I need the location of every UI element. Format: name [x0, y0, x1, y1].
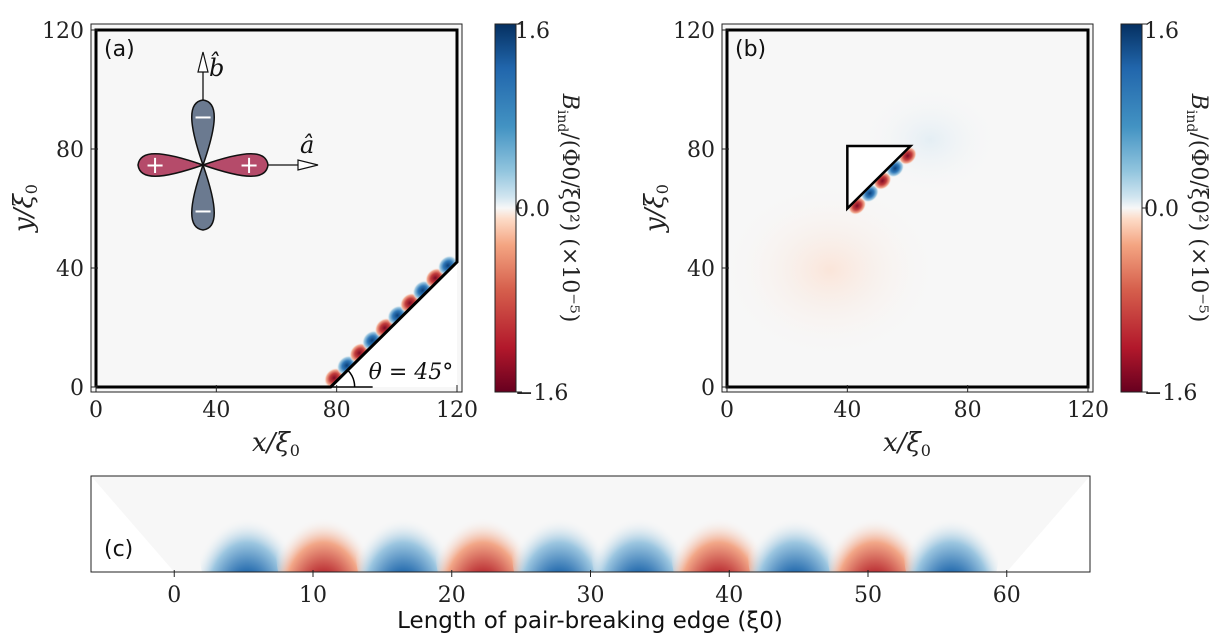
x-tick-label: 80: [323, 398, 351, 423]
panel-a: θ = 45° b̂ â + + − − (a) 0 40 80 120 0 40 80 12…: [9, 19, 478, 460]
colorbar-b-max: 1.6: [1144, 19, 1179, 44]
sign-right: +: [239, 151, 259, 179]
x-tick-label: 40: [833, 398, 861, 423]
x-tick-label: 0: [167, 583, 181, 608]
panel-a-ticks: 0 40 80 120 0 40 80 120: [42, 19, 478, 423]
sign-left: +: [145, 151, 165, 179]
edge-lobe-negative: [276, 484, 371, 572]
panel-a-wall: [94, 28, 459, 389]
colorbar-b-gradient: [1120, 23, 1143, 393]
panel-b-hole: [846, 144, 914, 212]
d-wave-inset: b̂ â + + − −: [137, 51, 319, 231]
edge-lobe-positive: [591, 484, 687, 572]
panel-b-ticks: 0 40 80 120 0 40 80 120: [673, 19, 1109, 423]
x-tick-label: 120: [436, 398, 478, 423]
panel-c-field: [91, 476, 1090, 572]
angle-label: θ = 45°: [369, 360, 454, 385]
colorbar-a: 1.6 0.0 −1.6 Bind/(Φ0/ξ0²) (×10⁻⁵): [494, 19, 582, 406]
lobe-bottom: [191, 162, 215, 231]
y-tick-label: 120: [673, 19, 715, 44]
colorbar-a-label: Bind/(Φ0/ξ0²) (×10⁻⁵): [554, 93, 582, 323]
colorbar-b: 1.6 0.0 −1.6 Bind/(Φ0/ξ0²) (×10⁻⁵): [1120, 19, 1211, 406]
panel-b-label: (b): [735, 37, 766, 62]
x-tick-label: 40: [715, 583, 743, 608]
sign-top: −: [193, 103, 213, 131]
y-tick-label: 120: [42, 19, 84, 44]
y-tick-label: 80: [687, 138, 715, 163]
panel-a-label: (a): [104, 37, 135, 62]
a-axis-arrow: [297, 159, 319, 171]
y-tick-label: 40: [56, 257, 84, 282]
x-tick-label: 20: [438, 583, 466, 608]
x-tick-label: 60: [993, 583, 1021, 608]
panel-b-field: [727, 85, 1000, 360]
edge-lobe-positive: [903, 484, 999, 572]
edge-lobe-positive: [511, 484, 607, 572]
y-tick-label: 0: [70, 376, 84, 401]
panel-a-xlabel: x/ξ0: [252, 428, 300, 460]
edge-lobe-positive: [747, 484, 843, 572]
x-tick-label: 120: [1067, 398, 1109, 423]
edge-lobe-negative: [671, 484, 767, 572]
colorbar-b-label: Bind/(Φ0/ξ0²) (×10⁻⁵): [1183, 93, 1211, 323]
b-axis-arrow: [197, 51, 209, 73]
panel-c: (c) 0 10 20 30 40 50 60 Length of pair-breakin…: [90, 475, 1091, 634]
angle-arc: [347, 369, 356, 388]
panel-c-right-wedge: [1006, 476, 1090, 572]
lobe-left: [137, 153, 206, 177]
edge-lobe-negative: [827, 484, 923, 572]
edge-lobe-negative: [435, 484, 531, 572]
colorbar-a-max: 1.6: [515, 19, 550, 44]
colorbar-a-min: −1.6: [515, 381, 568, 406]
y-tick-label: 0: [701, 376, 715, 401]
x-tick-label: 0: [89, 398, 103, 423]
a-axis-label: â: [300, 131, 314, 159]
edge-lobe-positive: [355, 484, 451, 572]
panel-c-xlabel: Length of pair-breaking edge (ξ0): [397, 608, 783, 634]
panel-b-ylabel: y/ξ0: [640, 184, 672, 233]
sign-bottom: −: [193, 197, 213, 225]
colorbar-a-gradient: [494, 23, 517, 393]
y-tick-label: 80: [56, 138, 84, 163]
x-tick-label: 80: [954, 398, 982, 423]
b-axis-label: b̂: [209, 51, 224, 82]
panel-b-xlabel: x/ξ0: [883, 428, 931, 460]
panel-a-ylabel: y/ξ0: [9, 184, 41, 233]
edge-lobe-positive: [199, 484, 295, 572]
y-tick-label: 40: [687, 257, 715, 282]
panel-c-ticks: 0 10 20 30 40 50 60: [167, 570, 1021, 608]
x-tick-label: 50: [854, 583, 882, 608]
panel-c-label: (c): [104, 537, 133, 562]
x-tick-label: 0: [720, 398, 734, 423]
x-tick-label: 30: [577, 583, 605, 608]
x-tick-label: 10: [299, 583, 327, 608]
panel-b-wall: [725, 28, 1090, 389]
panel-b: (b) 0 40 80 120 0 40 80 120 x/ξ0 y/ξ0: [640, 19, 1109, 460]
x-tick-label: 40: [202, 398, 230, 423]
panel-c-left-wedge: [91, 476, 175, 572]
colorbar-b-mid: 0.0: [1144, 197, 1179, 222]
colorbar-b-min: −1.6: [1144, 381, 1197, 406]
panel-b-halo-neg: [727, 180, 940, 360]
colorbar-a-mid: 0.0: [515, 197, 550, 222]
